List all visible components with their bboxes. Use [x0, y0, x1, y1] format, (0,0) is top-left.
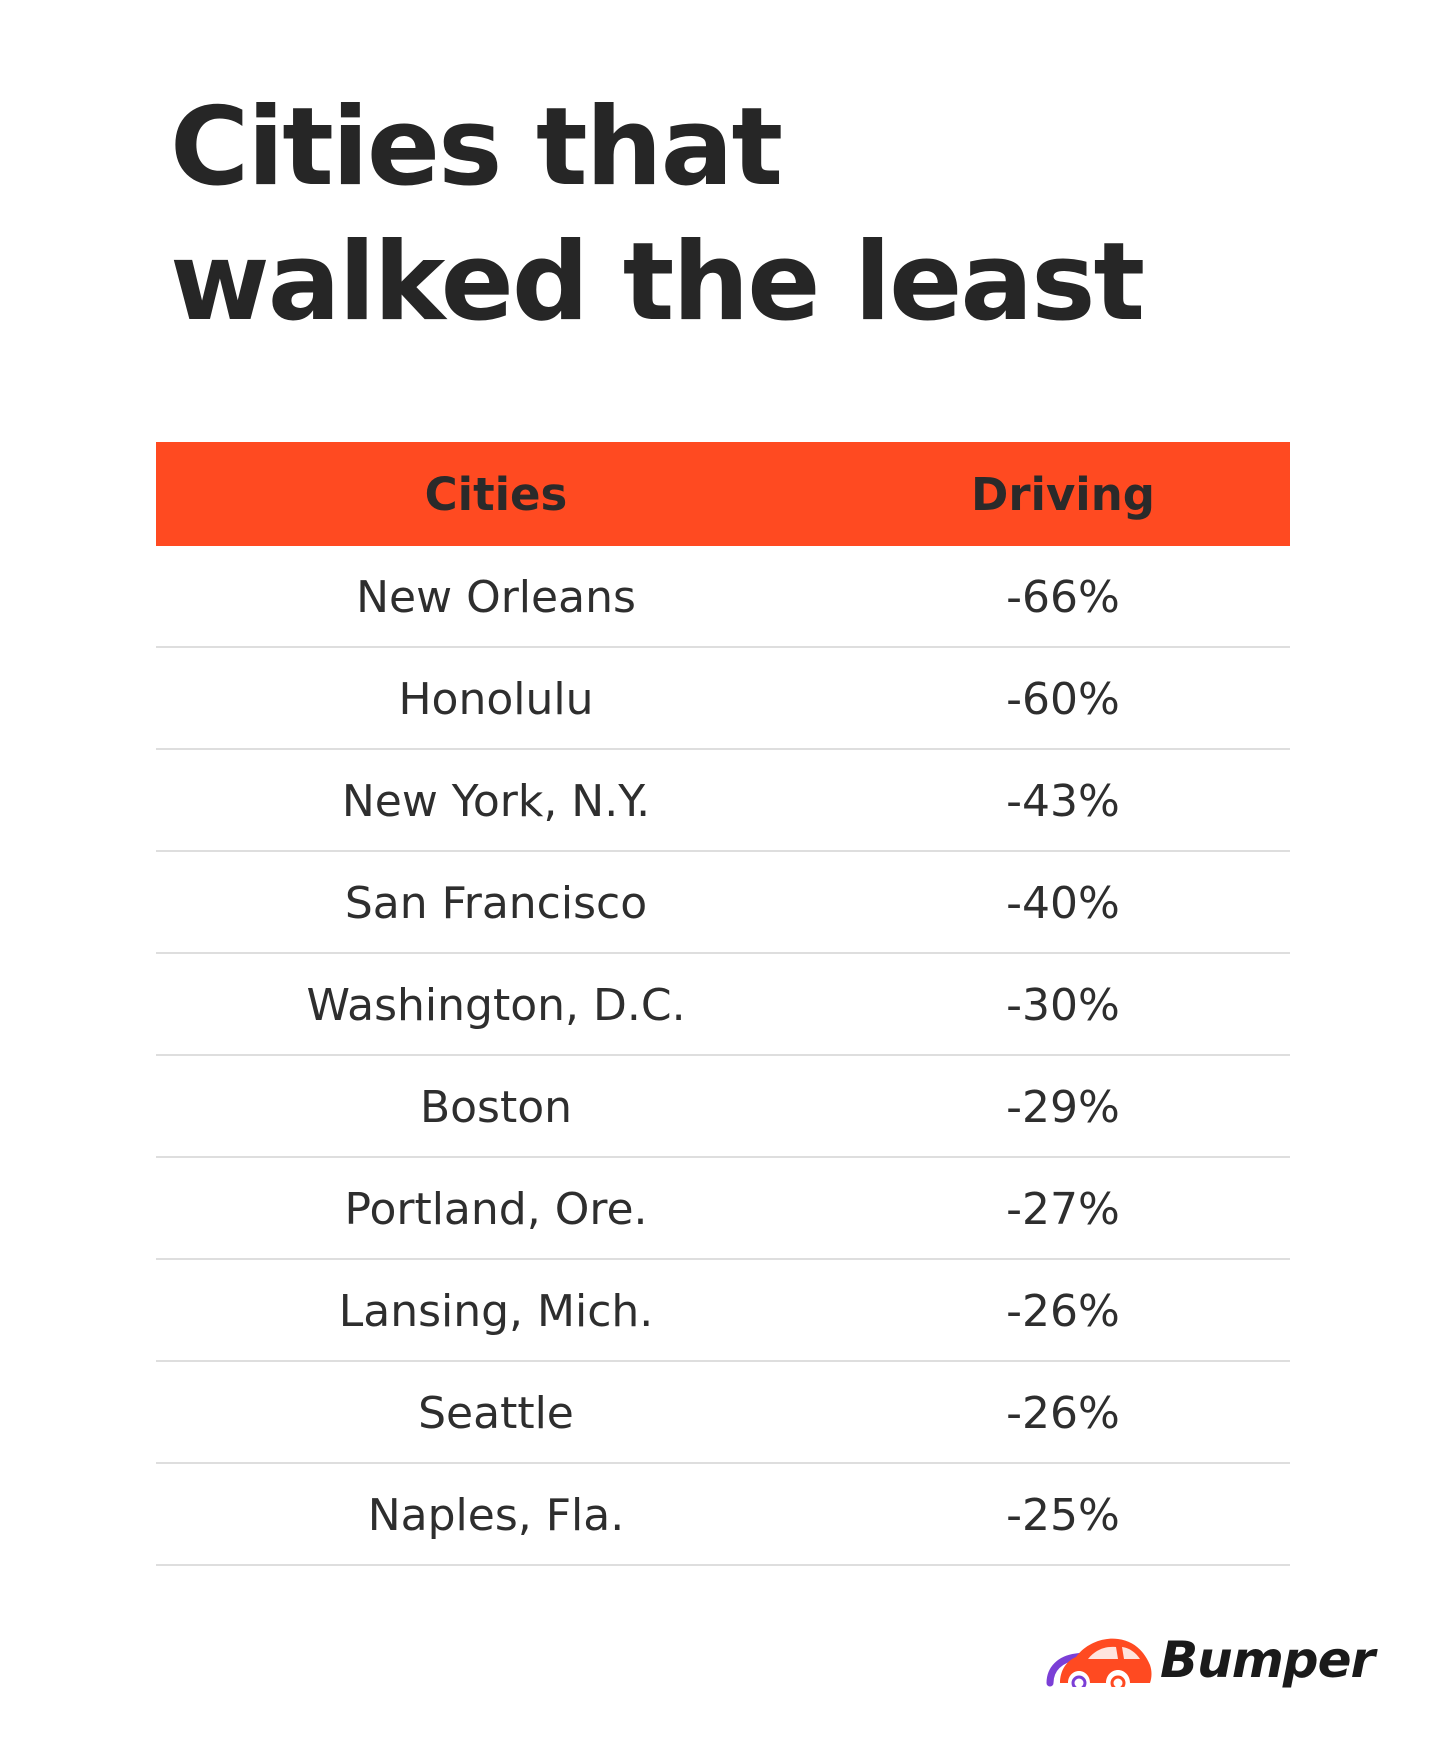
- city-cell: Lansing, Mich.: [338, 1285, 654, 1337]
- city-cell: San Francisco: [344, 877, 648, 929]
- column-header-cities: Cities: [424, 467, 568, 521]
- driving-cell: -43%: [1006, 775, 1120, 827]
- car-icon: [1046, 1638, 1152, 1687]
- city-cell: Seattle: [418, 1387, 574, 1439]
- table-header: Cities Driving: [156, 442, 1290, 546]
- table-row: New Orleans -66%: [156, 546, 1290, 648]
- driving-cell: -29%: [1006, 1081, 1120, 1133]
- table-body: New Orleans -66% Honolulu -60% New York,…: [156, 546, 1290, 1566]
- city-cell: Boston: [419, 1081, 573, 1133]
- driving-cell: -30%: [1006, 979, 1120, 1031]
- table-row: Naples, Fla. -25%: [156, 1464, 1290, 1566]
- brand-name: Bumper: [1160, 1631, 1375, 1689]
- city-cell: New Orleans: [356, 571, 636, 623]
- table-row: Lansing, Mich. -26%: [156, 1260, 1290, 1362]
- city-cell: New York, N.Y.: [341, 775, 651, 827]
- city-cell: Honolulu: [398, 673, 594, 725]
- table-row: San Francisco -40%: [156, 852, 1290, 954]
- city-cell: Portland, Ore.: [344, 1183, 648, 1235]
- table-row: Seattle -26%: [156, 1362, 1290, 1464]
- driving-cell: -26%: [1006, 1285, 1120, 1337]
- table-row: Washington, D.C. -30%: [156, 954, 1290, 1056]
- bumper-logo: Bumper: [1046, 1630, 1375, 1690]
- driving-cell: -27%: [1006, 1183, 1120, 1235]
- driving-cell: -60%: [1006, 673, 1120, 725]
- city-cell: Naples, Fla.: [367, 1489, 625, 1541]
- driving-cell: -40%: [1006, 877, 1120, 929]
- table-row: Boston -29%: [156, 1056, 1290, 1158]
- table-row: Honolulu -60%: [156, 648, 1290, 750]
- page-title: Cities that walked the least: [170, 85, 1145, 345]
- data-table: Cities Driving New Orleans -66% Honolulu…: [156, 442, 1290, 1566]
- city-cell: Washington, D.C.: [306, 979, 686, 1031]
- driving-cell: -66%: [1006, 571, 1120, 623]
- driving-cell: -26%: [1006, 1387, 1120, 1439]
- column-header-driving: Driving: [971, 467, 1155, 521]
- table-row: Portland, Ore. -27%: [156, 1158, 1290, 1260]
- driving-cell: -25%: [1006, 1489, 1120, 1541]
- table-row: New York, N.Y. -43%: [156, 750, 1290, 852]
